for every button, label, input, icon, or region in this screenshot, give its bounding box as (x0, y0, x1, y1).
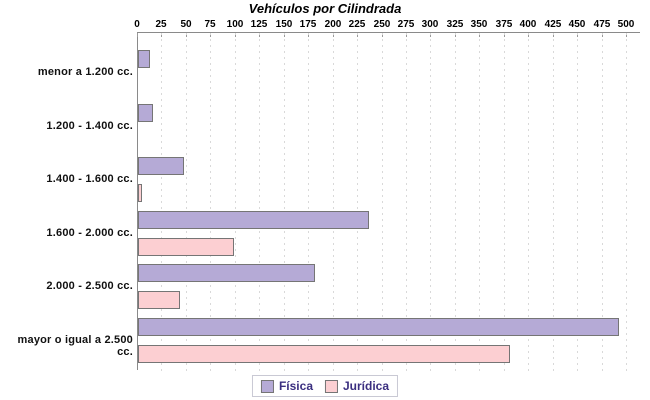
gridline (186, 33, 187, 372)
y-axis-line (137, 32, 138, 370)
gridline (455, 33, 456, 372)
category-label: 1.400 - 1.600 cc. (46, 173, 133, 185)
x-tick-label: 175 (299, 19, 317, 30)
category-label: 1.600 - 2.000 cc. (46, 227, 133, 239)
x-tick-label: 100 (226, 19, 244, 30)
gridline (479, 33, 480, 372)
x-tick-label: 300 (421, 19, 439, 30)
category-label: menor a 1.200 cc. (37, 66, 133, 78)
x-axis-line (137, 32, 640, 33)
gridline (210, 33, 211, 372)
bar-juridica (138, 238, 234, 256)
x-tick-label: 325 (446, 19, 464, 30)
gridline (626, 33, 627, 372)
bar-fisica (138, 264, 315, 282)
legend-item: Jurídica (325, 379, 389, 393)
gridline (553, 33, 554, 372)
x-tick-label: 500 (617, 19, 635, 30)
gridline (528, 33, 529, 372)
legend-item: Física (260, 379, 313, 393)
x-tick-label: 275 (397, 19, 415, 30)
gridline (357, 33, 358, 372)
bar-juridica (138, 345, 510, 363)
legend-swatch (325, 379, 338, 393)
x-tick-label: 250 (373, 19, 391, 30)
x-tick-label: 450 (568, 19, 586, 30)
gridline (333, 33, 334, 372)
gridline (602, 33, 603, 372)
x-tick-label: 400 (519, 19, 537, 30)
chart-legend: Física Jurídica (251, 375, 399, 397)
gridline (308, 33, 309, 372)
x-tick-label: 350 (470, 19, 488, 30)
x-tick-mark (137, 33, 138, 37)
x-tick-label: 0 (134, 19, 140, 30)
bar-fisica (138, 104, 153, 122)
x-tick-label: 25 (155, 19, 167, 30)
bar-fisica (138, 211, 369, 229)
x-tick-label: 425 (544, 19, 562, 30)
gridline (430, 33, 431, 372)
x-tick-label: 200 (324, 19, 342, 30)
x-tick-label: 75 (204, 19, 216, 30)
gridline (577, 33, 578, 372)
x-tick-label: 150 (275, 19, 293, 30)
legend-label: Jurídica (343, 379, 390, 393)
category-label: mayor o igual a 2.500 cc. (17, 334, 133, 358)
bar-fisica (138, 318, 619, 336)
x-tick-label: 50 (180, 19, 192, 30)
x-tick-label: 375 (495, 19, 513, 30)
category-label: 1.200 - 1.400 cc. (46, 120, 133, 132)
x-tick-label: 125 (250, 19, 268, 30)
gridline (284, 33, 285, 372)
chart-title: Vehículos por Cilindrada (248, 1, 402, 16)
gridline (504, 33, 505, 372)
x-tick-label: 475 (593, 19, 611, 30)
category-label: 2.000 - 2.500 cc. (46, 280, 133, 292)
gridline (259, 33, 260, 372)
bar-juridica (138, 291, 180, 309)
legend-label: Física (278, 379, 313, 393)
gridline (161, 33, 162, 372)
bar-fisica (138, 157, 184, 175)
gridline (406, 33, 407, 372)
x-tick-label: 225 (348, 19, 366, 30)
bar-fisica (138, 50, 150, 68)
gridline (382, 33, 383, 372)
gridline (235, 33, 236, 372)
bar-juridica (138, 184, 142, 202)
legend-swatch (260, 379, 274, 393)
